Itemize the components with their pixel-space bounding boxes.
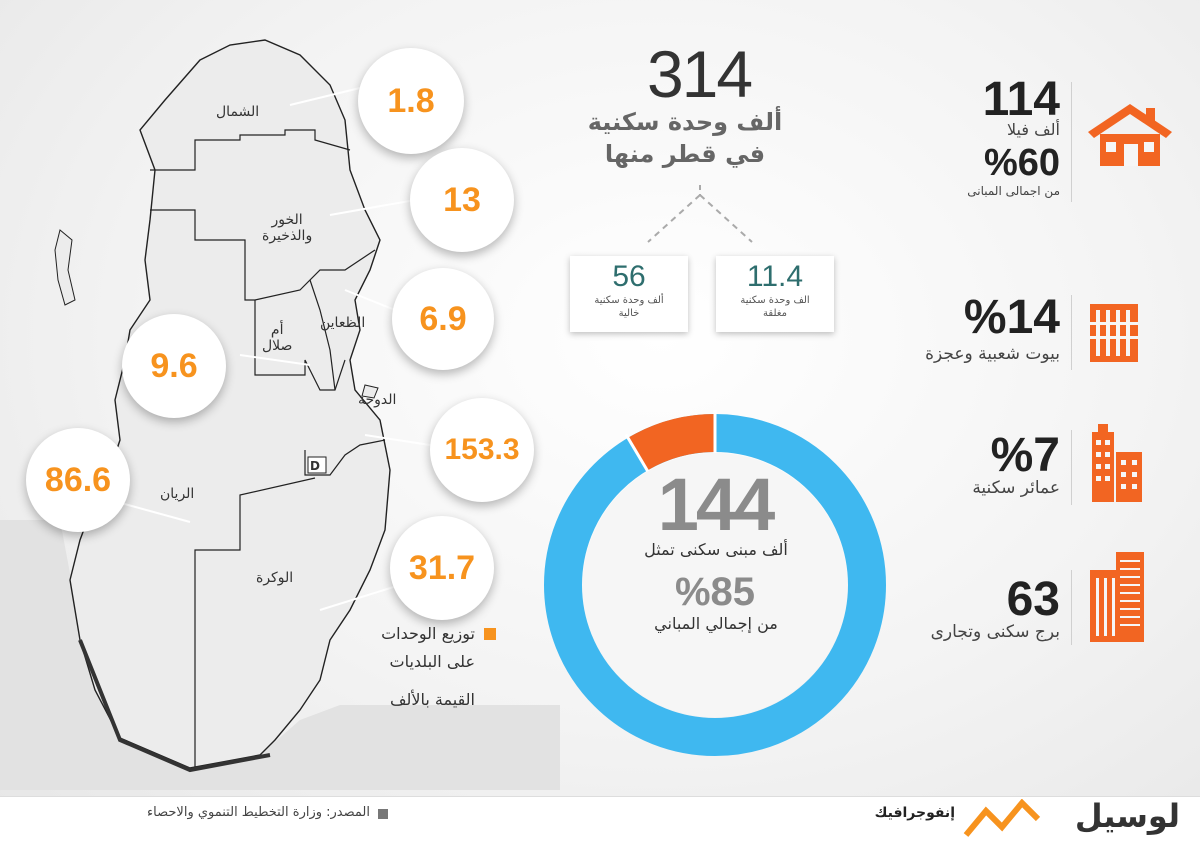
border-daayen (309, 279, 336, 391)
bubble-shamal: 1.8 (358, 48, 464, 154)
bubble-khor: 13 (410, 148, 514, 252)
villa-label: ألف فيلا (1007, 120, 1060, 139)
d-marker-label: D (310, 459, 320, 473)
donut-segment-orange (627, 414, 716, 471)
legend-line2: على البلديات (389, 652, 476, 671)
region-label-wakra: الوكرة (256, 570, 294, 586)
region-label-ummsalal: أم صلال (262, 322, 293, 354)
donut-line2: من إجمالي المباني (654, 614, 778, 633)
card-vacant: 56 ألف وحدة سكنية خالية (570, 256, 688, 332)
legend-line3: القيمة بالألف (389, 690, 475, 709)
donut-chart (544, 410, 886, 756)
bubble-daayen: 6.9 (392, 268, 494, 370)
vacant-line1: ألف وحدة سكنية (594, 295, 664, 306)
bubble-ummsalal: 9.6 (122, 314, 226, 418)
bubble-wakra: 31.7 (390, 516, 494, 620)
donut-number: 144 (657, 463, 775, 546)
region-label-doha: الدوحة (358, 392, 397, 408)
border-khor (150, 209, 376, 301)
border-doha (304, 439, 386, 476)
divider-towers (1071, 570, 1072, 645)
donut-percent: %85 (674, 570, 756, 614)
saudi-border (78, 639, 271, 773)
legend-line1: توزيع الوحدات (381, 624, 475, 643)
closed-line1: الف وحدة سكنية (740, 295, 810, 306)
qatar-outline (69, 39, 391, 769)
vacant-line2: خالية (618, 308, 640, 319)
divider-popular (1071, 295, 1072, 370)
closed-line2: مغلقة (763, 308, 787, 319)
buildings-number: %7 (990, 429, 1060, 482)
region-label-shamal: الشمال (216, 104, 260, 120)
tower-icon (1090, 552, 1144, 642)
total-connectors (647, 185, 753, 243)
leader-shamal (289, 87, 361, 106)
section-label: إنفوجرافيك (874, 805, 955, 821)
region-label-daayen: الظعاين (320, 315, 366, 331)
towers-label: برج سكنى وتجارى (930, 622, 1060, 642)
villa-sub: من اجمالى المبانى (967, 184, 1060, 198)
brand-logo-text: لوسيل (1074, 797, 1180, 835)
region-label-rayyan: الريان (160, 486, 195, 502)
leader-wakra (319, 584, 401, 611)
villa-number: 114 (982, 73, 1060, 126)
bubble-rayyan: 86.6 (26, 428, 130, 532)
total-line1: ألف وحدة سكنية (587, 108, 783, 136)
border-wakra (194, 477, 316, 770)
island-doha (361, 384, 379, 399)
villa-percent: %60 (983, 142, 1060, 184)
qatar-map (0, 39, 560, 790)
border-shamal (150, 129, 351, 171)
leader-daayen (344, 289, 396, 311)
donut-line1: ألف مبنى سكنى تمثل (644, 540, 788, 559)
apartments-icon (1092, 424, 1142, 502)
source-text: المصدر: وزارة التخطيط التنموي والاحصاء (147, 805, 370, 820)
region-label-khor: الخور والذخيرة (262, 212, 313, 244)
land-area (0, 520, 560, 790)
divider-villa (1071, 82, 1072, 202)
leader-khor (329, 199, 416, 216)
leader-doha (364, 434, 431, 446)
building-icon (1090, 304, 1138, 362)
buildings-label: عمائر سكنية (972, 478, 1060, 498)
source-bullet (378, 809, 388, 819)
vacant-number: 56 (612, 260, 646, 293)
popular-label: بيوت شعبية وعجزة (925, 344, 1060, 364)
towers-number: 63 (1006, 573, 1060, 626)
total-line2: في قطر منها (604, 140, 766, 168)
brand-zigzag-icon (963, 799, 1041, 837)
footer: المصدر: وزارة التخطيط التنموي والاحصاء إ… (0, 796, 1200, 844)
closed-number: 11.4 (746, 260, 804, 293)
card-closed: 11.4 الف وحدة سكنية مغلقة (716, 256, 834, 332)
total-number: 314 (646, 37, 753, 111)
bubble-doha: 153.3 (430, 398, 534, 502)
donut-inner (583, 453, 847, 717)
house-icon (1088, 104, 1172, 166)
leader-ummsalal (239, 354, 311, 366)
popular-number: %14 (963, 291, 1060, 344)
d-marker-box (307, 456, 327, 474)
island-west (54, 229, 76, 306)
divider-buildings (1071, 430, 1072, 505)
legend-swatch (484, 628, 496, 640)
